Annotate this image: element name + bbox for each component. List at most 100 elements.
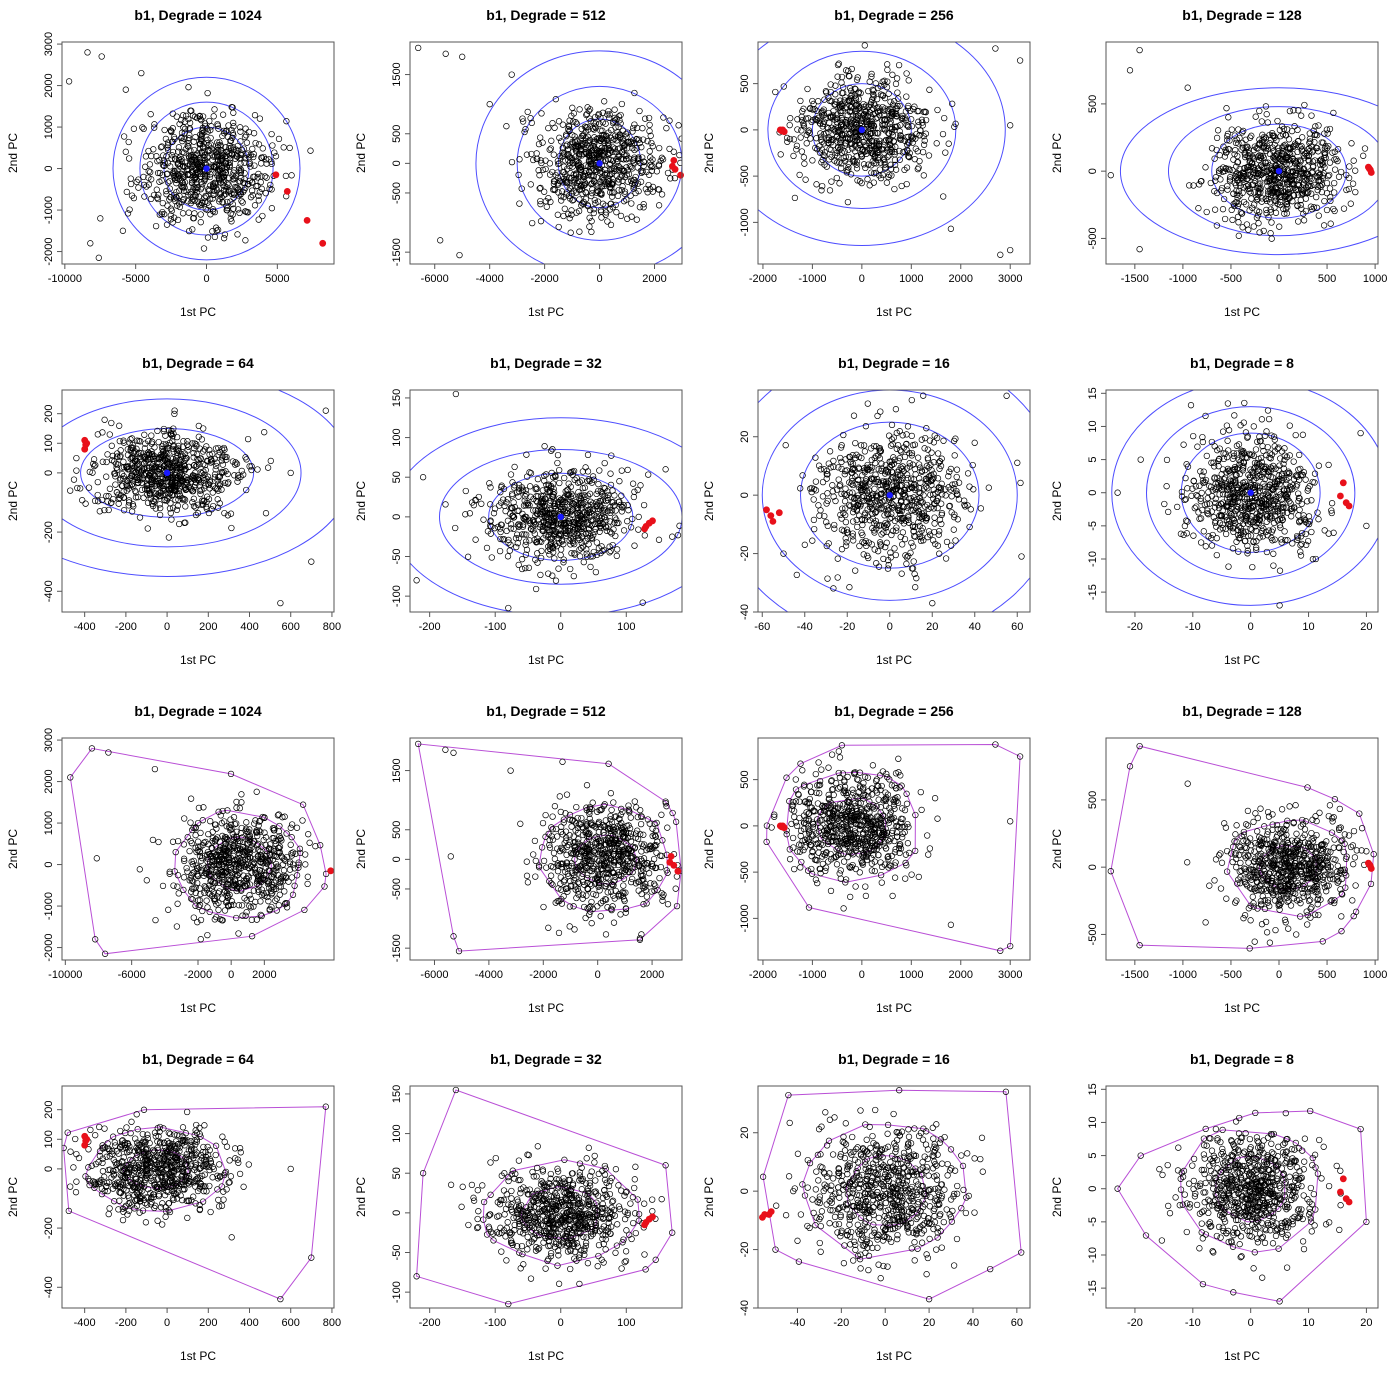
data-point bbox=[650, 143, 656, 149]
data-point bbox=[1247, 135, 1253, 141]
data-point bbox=[555, 452, 561, 458]
data-point bbox=[791, 153, 797, 159]
data-point bbox=[606, 108, 612, 114]
data-point bbox=[624, 216, 630, 222]
data-point bbox=[533, 586, 539, 592]
data-point bbox=[570, 105, 576, 111]
data-point bbox=[176, 145, 182, 151]
data-point bbox=[577, 554, 583, 560]
data-point bbox=[845, 199, 851, 205]
data-point bbox=[124, 189, 130, 195]
data-point bbox=[909, 123, 915, 129]
x-tick-label: -400 bbox=[74, 621, 96, 633]
data-point bbox=[1332, 167, 1338, 173]
data-point bbox=[544, 204, 550, 210]
data-point bbox=[886, 91, 892, 97]
data-point bbox=[481, 517, 487, 523]
data-point bbox=[1331, 190, 1337, 196]
x-axis-label: 1st PC bbox=[528, 305, 564, 319]
data-point bbox=[986, 485, 992, 491]
y-tick-label: 200 bbox=[43, 405, 55, 423]
data-point bbox=[245, 436, 251, 442]
data-point bbox=[787, 122, 793, 128]
data-point bbox=[1222, 216, 1228, 222]
data-point bbox=[1322, 131, 1328, 137]
data-point bbox=[831, 458, 837, 464]
data-point bbox=[309, 559, 315, 565]
data-point bbox=[617, 478, 623, 484]
data-point bbox=[523, 539, 529, 545]
data-point bbox=[578, 545, 584, 551]
data-point bbox=[865, 176, 871, 182]
data-point bbox=[614, 209, 620, 215]
y-tick-label: -500 bbox=[391, 182, 403, 204]
data-point bbox=[1328, 221, 1334, 227]
data-point bbox=[619, 468, 625, 474]
data-point bbox=[558, 552, 564, 558]
data-point bbox=[1302, 102, 1308, 108]
data-point bbox=[1108, 172, 1114, 178]
data-point bbox=[131, 126, 137, 132]
point-group bbox=[67, 408, 328, 606]
data-point bbox=[261, 429, 267, 435]
data-point bbox=[148, 111, 154, 117]
data-point bbox=[308, 148, 314, 154]
data-point bbox=[255, 467, 261, 473]
x-tick-label: 800 bbox=[323, 621, 341, 633]
data-point bbox=[1351, 158, 1357, 164]
data-point bbox=[420, 474, 426, 480]
data-point bbox=[1214, 135, 1220, 141]
data-point bbox=[139, 70, 145, 76]
data-point bbox=[593, 569, 599, 575]
data-point bbox=[263, 190, 269, 196]
data-point bbox=[797, 172, 803, 178]
data-point bbox=[252, 163, 258, 169]
data-point bbox=[635, 165, 641, 171]
data-point bbox=[109, 443, 115, 449]
data-point bbox=[904, 561, 910, 567]
data-point bbox=[116, 423, 122, 429]
data-point bbox=[839, 459, 845, 465]
data-point bbox=[922, 446, 928, 452]
data-point bbox=[805, 86, 811, 92]
data-point bbox=[153, 223, 159, 229]
data-point bbox=[910, 544, 916, 550]
data-point bbox=[664, 125, 670, 131]
point-group bbox=[1108, 47, 1368, 252]
data-point bbox=[250, 146, 256, 152]
data-point bbox=[534, 151, 540, 157]
data-point bbox=[276, 136, 282, 142]
data-point bbox=[605, 219, 611, 225]
x-tick-label: 2000 bbox=[642, 273, 666, 285]
data-point bbox=[170, 149, 176, 155]
data-point bbox=[893, 81, 899, 87]
data-point bbox=[154, 187, 160, 193]
data-point bbox=[205, 235, 211, 241]
y-tick-label: 100 bbox=[43, 434, 55, 452]
data-point bbox=[908, 117, 914, 123]
data-point bbox=[273, 153, 279, 159]
data-point bbox=[269, 131, 275, 137]
data-point bbox=[221, 235, 227, 241]
data-point bbox=[892, 186, 898, 192]
data-point bbox=[1316, 213, 1322, 219]
data-point bbox=[166, 535, 172, 541]
data-point bbox=[1284, 127, 1290, 133]
y-tick-label: 1500 bbox=[391, 62, 403, 86]
data-point bbox=[105, 452, 111, 458]
data-point bbox=[871, 180, 877, 186]
data-point bbox=[443, 502, 449, 508]
data-point bbox=[642, 533, 648, 539]
data-point bbox=[1007, 247, 1013, 253]
data-point bbox=[530, 157, 536, 163]
data-point bbox=[141, 495, 147, 501]
data-point bbox=[67, 488, 73, 494]
data-point bbox=[252, 203, 258, 209]
data-point bbox=[647, 149, 653, 155]
data-point bbox=[899, 542, 905, 548]
x-tick-label: 1000 bbox=[1363, 273, 1387, 285]
data-point bbox=[1208, 180, 1214, 186]
data-point bbox=[1224, 105, 1230, 111]
center-point bbox=[558, 514, 564, 520]
